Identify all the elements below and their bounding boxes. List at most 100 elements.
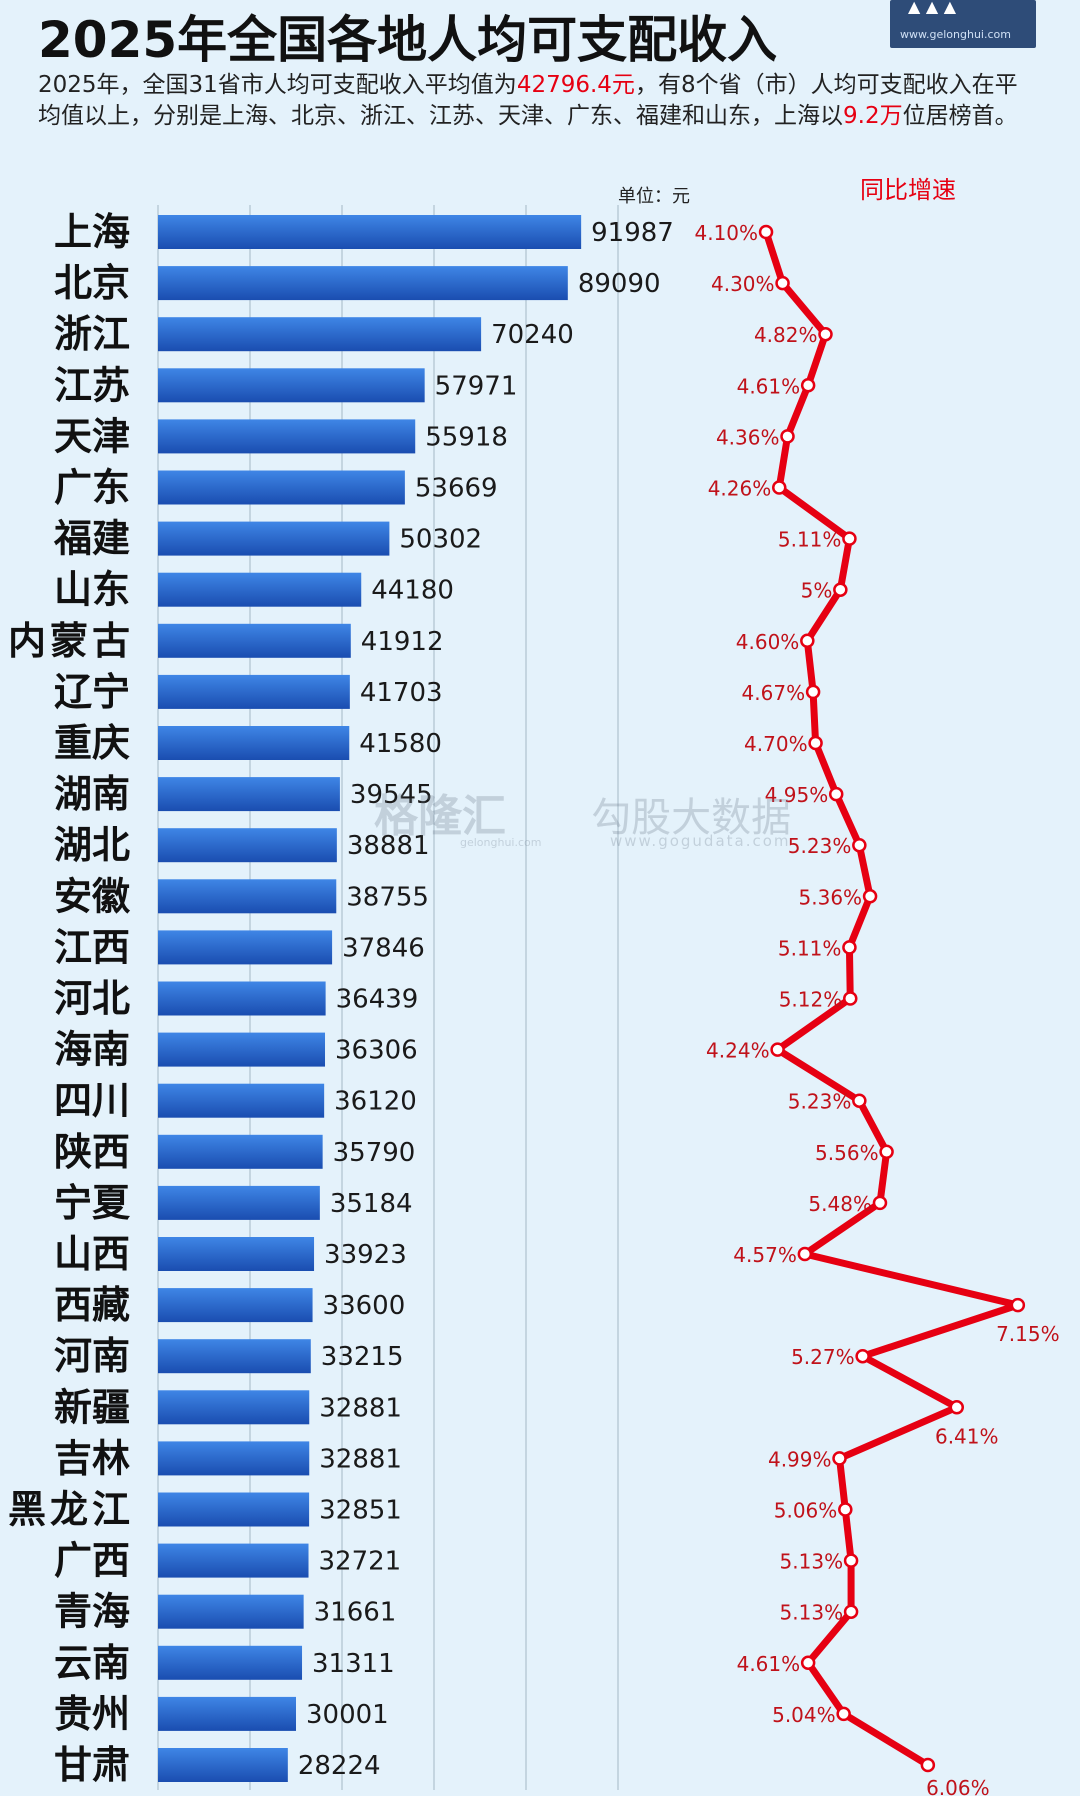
growth-point [1010, 1297, 1026, 1313]
bar [158, 1441, 310, 1476]
growth-point [838, 1502, 853, 1517]
growth-point [852, 1093, 867, 1108]
bar [158, 521, 390, 556]
growth-title: 同比增速 [860, 176, 956, 204]
bar-value-label: 55918 [425, 422, 508, 452]
growth-value-label: 5.11% [778, 936, 842, 960]
bar [158, 1748, 288, 1782]
growth-value-label: 4.70% [744, 732, 808, 756]
bar-value-label: 38881 [347, 831, 430, 861]
growth-point [843, 1553, 859, 1568]
bar-value-label: 35790 [333, 1138, 416, 1168]
bar-value-label: 70240 [491, 320, 574, 350]
bar-value-label: 36306 [335, 1036, 418, 1066]
bar-value-label: 36120 [334, 1087, 417, 1117]
growth-value-label: 4.36% [716, 425, 780, 449]
growth-point [836, 1706, 851, 1722]
growth-value-label: 5.36% [799, 885, 863, 909]
growth-point [843, 991, 858, 1006]
growth-value-label: 6.41% [935, 1424, 999, 1448]
bar-value-label: 41912 [361, 627, 444, 657]
growth-point [879, 1144, 894, 1160]
bar [158, 1339, 311, 1374]
growth-value-label: 5.56% [815, 1141, 879, 1165]
growth-point [808, 735, 823, 751]
growth-point [780, 429, 795, 444]
category-label: 青海 [54, 1590, 130, 1634]
category-label: 甘肃 [54, 1743, 130, 1787]
category-label: 海南 [54, 1028, 130, 1072]
category-label: 北京 [54, 261, 130, 305]
bar [158, 317, 482, 352]
subtitle-top-value: 9.2万 [843, 103, 903, 129]
growth-point [818, 326, 833, 342]
bar-value-label: 32881 [319, 1444, 402, 1474]
bar-value-label: 31311 [312, 1649, 395, 1679]
bar-value-label: 32721 [319, 1547, 402, 1577]
bar [158, 1134, 323, 1169]
bar [158, 1696, 297, 1731]
bar-value-label: 33600 [323, 1291, 406, 1321]
bar-value-label: 32851 [319, 1496, 402, 1526]
bar-value-label: 37846 [342, 933, 425, 963]
bar-value-label: 36439 [336, 985, 419, 1015]
bar-value-label: 28224 [298, 1751, 381, 1781]
growth-point [770, 1042, 785, 1057]
growth-point [852, 837, 867, 853]
bar [158, 726, 350, 760]
bar [158, 879, 337, 914]
bar [158, 777, 340, 812]
growth-point [842, 940, 857, 955]
growth-point [872, 1195, 888, 1211]
bar-value-label: 53669 [415, 474, 498, 504]
subtitle-part-2: ，有8个省（市）人均可支配收入在平均值以上，分别是上海、北京、浙江、江苏、天津、… [38, 72, 1018, 129]
growth-point [832, 1451, 847, 1466]
growth-point [833, 582, 848, 597]
growth-value-label: 4.30% [711, 272, 775, 296]
category-label: 云南 [54, 1641, 130, 1685]
chart-title: 2025年全国各地人均可支配收入 [38, 11, 778, 69]
bar [158, 1083, 325, 1118]
growth-value-label: 5.23% [788, 834, 852, 858]
bar-value-label: 31661 [314, 1598, 397, 1628]
category-label: 贵州 [54, 1692, 130, 1736]
category-label: 福建 [53, 517, 130, 561]
category-label: 上海 [54, 210, 130, 254]
category-label: 山东 [54, 568, 130, 612]
bar-value-label: 41580 [359, 729, 442, 759]
growth-point [862, 889, 878, 904]
growth-point [920, 1757, 936, 1773]
growth-value-label: 5.23% [788, 1090, 852, 1114]
category-label: 宁夏 [54, 1181, 131, 1225]
category-label: 湖北 [54, 823, 130, 867]
growth-point [828, 786, 844, 802]
growth-point [775, 275, 790, 291]
category-label: 西藏 [54, 1283, 130, 1327]
growth-value-label: 4.10% [694, 221, 758, 245]
category-label: 内蒙古 [8, 619, 130, 663]
growth-value-label: 5% [801, 579, 833, 603]
bar-value-label: 39545 [350, 780, 433, 810]
category-label: 重庆 [54, 721, 130, 765]
bar-value-label: 44180 [371, 576, 454, 606]
growth-point [800, 1655, 816, 1671]
growth-value-label: 5.48% [808, 1192, 872, 1216]
bar-value-label: 33923 [324, 1240, 407, 1270]
growth-point [800, 378, 816, 393]
bar [158, 981, 326, 1016]
category-label: 江苏 [54, 363, 130, 407]
growth-value-label: 5.11% [778, 528, 842, 552]
bar [158, 1492, 310, 1527]
growth-value-label: 4.24% [706, 1039, 770, 1063]
growth-point [855, 1348, 870, 1364]
bar [158, 1543, 309, 1578]
bar [158, 930, 333, 965]
brand-logo: ▲ ▲ ▲ www.gelonghui.com [890, 0, 1036, 48]
chart-subtitle: 2025年，全国31省市人均可支配收入平均值为42796.4元，有8个省（市）人… [38, 70, 1038, 132]
bar [158, 1237, 315, 1271]
bar-value-label: 41703 [360, 678, 443, 708]
bar [158, 1645, 303, 1680]
logo-mark-icon: ▲ ▲ ▲ [908, 0, 957, 14]
growth-value-label: 5.13% [780, 1601, 844, 1625]
bar-value-label: 50302 [399, 525, 482, 555]
